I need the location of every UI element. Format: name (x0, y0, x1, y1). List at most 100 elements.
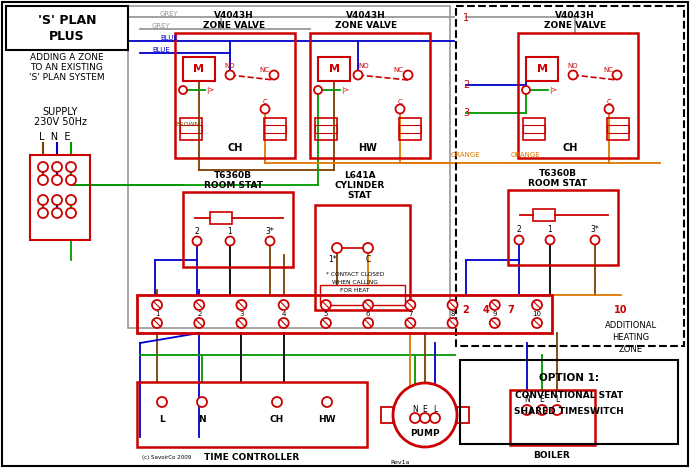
Text: ADDING A ZONE: ADDING A ZONE (30, 52, 104, 61)
Text: 4: 4 (282, 311, 286, 317)
Bar (510, 390, 595, 445)
Text: ORANGE: ORANGE (511, 152, 541, 158)
Text: 1*: 1* (328, 256, 337, 264)
Circle shape (604, 104, 613, 114)
Bar (523, 125, 545, 133)
Circle shape (515, 235, 524, 244)
Circle shape (405, 300, 415, 310)
Text: CH: CH (270, 416, 284, 424)
Circle shape (52, 208, 62, 218)
Text: ROOM STAT: ROOM STAT (204, 181, 262, 190)
Text: V4043H: V4043H (214, 10, 254, 20)
Circle shape (353, 71, 362, 80)
Text: TO AN EXISTING: TO AN EXISTING (30, 63, 104, 72)
Text: BLUE: BLUE (152, 47, 170, 53)
Text: N: N (412, 405, 418, 415)
Text: V4043H: V4043H (346, 10, 386, 20)
Circle shape (522, 86, 530, 94)
Text: 10: 10 (533, 311, 542, 317)
Bar (315, 125, 337, 133)
Circle shape (194, 300, 204, 310)
Text: WHEN CALLING: WHEN CALLING (332, 280, 378, 285)
Text: ZONE VALVE: ZONE VALVE (544, 21, 606, 29)
Text: 9: 9 (493, 311, 497, 317)
Text: N: N (198, 416, 206, 424)
Text: ZONE VALVE: ZONE VALVE (203, 21, 265, 29)
Text: 7: 7 (508, 305, 514, 315)
Text: L  N  E: L N E (39, 132, 71, 142)
Text: M: M (328, 64, 339, 74)
Bar (30, 155, 90, 240)
Circle shape (152, 300, 162, 310)
Text: V4043H: V4043H (555, 10, 595, 20)
Circle shape (591, 235, 600, 244)
Text: NO: NO (567, 63, 578, 69)
Text: ROOM STAT: ROOM STAT (529, 178, 587, 188)
Text: M: M (537, 64, 547, 74)
Text: 3*: 3* (266, 227, 275, 236)
Text: 3*: 3* (591, 226, 600, 234)
Bar (180, 125, 202, 133)
Text: L: L (159, 416, 165, 424)
Text: 10: 10 (614, 305, 628, 315)
Circle shape (38, 195, 48, 205)
Text: BOILER: BOILER (533, 451, 571, 460)
Circle shape (363, 243, 373, 253)
Text: NC: NC (393, 67, 403, 73)
Text: 3: 3 (463, 108, 469, 118)
Text: OPTION 1:: OPTION 1: (539, 373, 599, 383)
Circle shape (430, 413, 440, 423)
Text: 2: 2 (462, 305, 469, 315)
Circle shape (66, 208, 76, 218)
Bar (183, 57, 215, 81)
Text: 1: 1 (548, 226, 553, 234)
Circle shape (279, 318, 288, 328)
Circle shape (410, 413, 420, 423)
Text: HW: HW (359, 143, 377, 153)
Text: 230V 50Hz: 230V 50Hz (34, 117, 86, 127)
Text: M: M (193, 64, 204, 74)
Text: BLUE: BLUE (160, 35, 178, 41)
Bar (128, 6, 450, 328)
Circle shape (52, 162, 62, 172)
Text: ADDITIONAL: ADDITIONAL (605, 321, 657, 329)
Circle shape (157, 397, 167, 407)
Circle shape (194, 318, 204, 328)
Text: L: L (555, 395, 559, 404)
Circle shape (363, 300, 373, 310)
Circle shape (38, 175, 48, 185)
Bar (210, 212, 232, 224)
Circle shape (272, 397, 282, 407)
Circle shape (314, 86, 322, 94)
Circle shape (448, 300, 457, 310)
Text: N: N (524, 395, 530, 404)
Text: |>: |> (549, 87, 558, 94)
Text: C: C (263, 99, 268, 105)
Text: |>: |> (206, 87, 215, 94)
Circle shape (52, 195, 62, 205)
Circle shape (270, 71, 279, 80)
Circle shape (179, 86, 187, 94)
Text: CH: CH (227, 143, 243, 153)
Bar (137, 295, 552, 333)
Circle shape (237, 318, 246, 328)
Circle shape (395, 104, 404, 114)
Circle shape (393, 383, 457, 447)
Text: GREY: GREY (160, 11, 179, 17)
Circle shape (322, 397, 332, 407)
Text: 1: 1 (463, 13, 469, 23)
Text: 7: 7 (408, 311, 413, 317)
Circle shape (448, 318, 457, 328)
Circle shape (321, 300, 331, 310)
Circle shape (266, 236, 275, 246)
Text: L: L (433, 405, 437, 415)
Circle shape (66, 162, 76, 172)
Text: NC: NC (259, 67, 269, 73)
Text: 2: 2 (463, 80, 469, 90)
Bar (607, 125, 629, 133)
Bar (6, 6, 128, 50)
Bar (264, 125, 286, 133)
Circle shape (532, 300, 542, 310)
Circle shape (38, 162, 48, 172)
Bar (399, 118, 421, 140)
